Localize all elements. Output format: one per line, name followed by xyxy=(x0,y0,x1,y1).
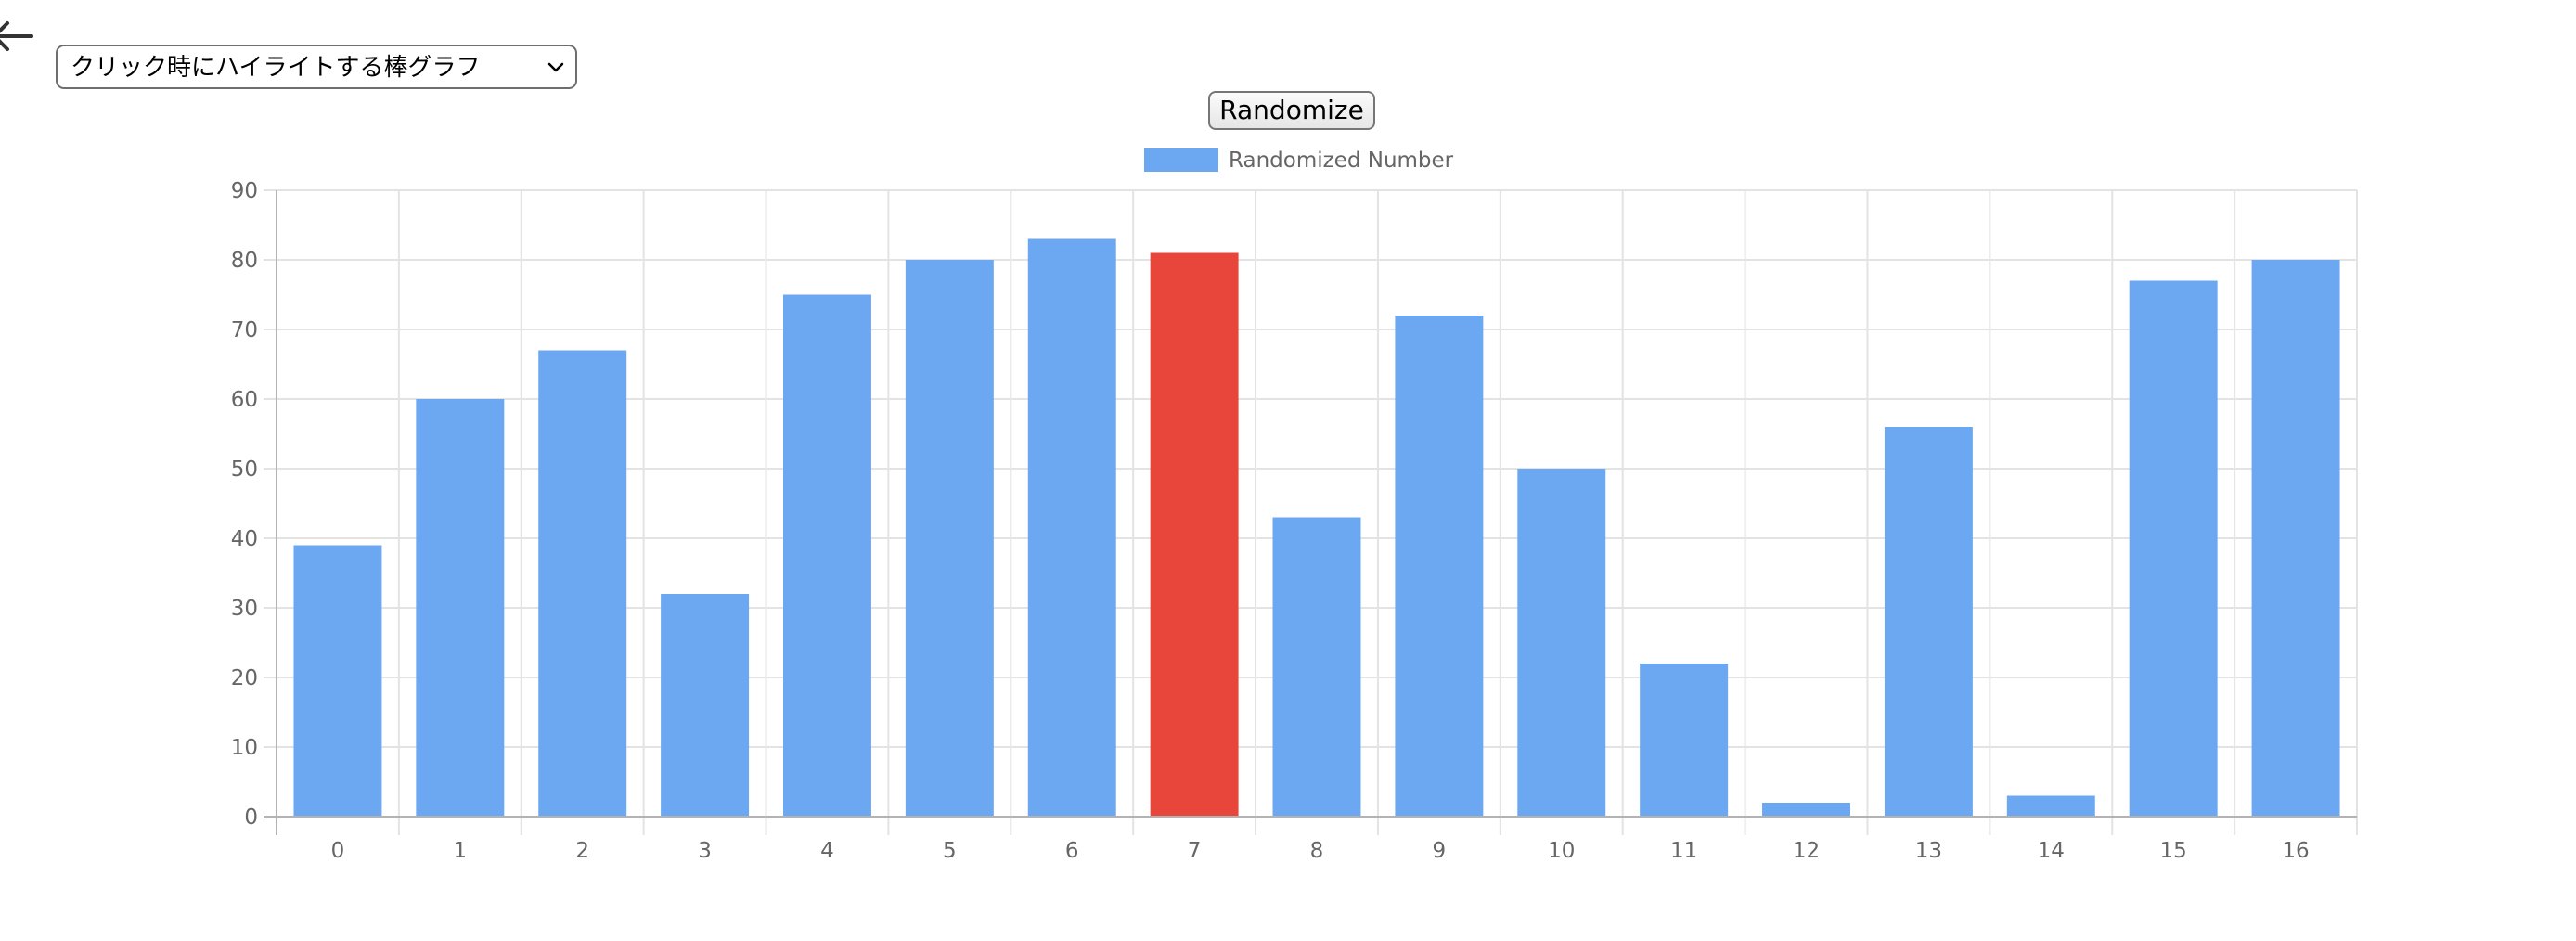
randomize-button[interactable]: Randomize xyxy=(1208,91,1375,130)
chart-type-select-value: クリック時にハイライトする棒グラフ xyxy=(71,54,481,82)
y-tick-label: 70 xyxy=(231,318,258,342)
y-tick-label: 90 xyxy=(231,179,258,203)
y-tick-label: 50 xyxy=(231,458,258,482)
x-tick-label: 4 xyxy=(820,839,834,863)
chevron-down-icon xyxy=(547,62,564,72)
legend-label: Randomized Number xyxy=(1229,148,1454,173)
chart-type-select[interactable]: クリック時にハイライトする棒グラフ xyxy=(56,45,577,89)
bar-16[interactable] xyxy=(2251,260,2340,817)
y-tick-label: 0 xyxy=(244,806,258,830)
bar-11[interactable] xyxy=(1640,664,1729,817)
x-tick-label: 11 xyxy=(1670,839,1697,863)
chart-legend: Randomized Number xyxy=(1144,148,1454,173)
x-tick-label: 13 xyxy=(1915,839,1942,863)
y-tick-label: 80 xyxy=(231,249,258,273)
bar-8[interactable] xyxy=(1272,517,1361,818)
x-tick-label: 14 xyxy=(2038,839,2065,863)
bar-1[interactable] xyxy=(416,399,505,817)
bar-4[interactable] xyxy=(782,294,871,818)
bar-14[interactable] xyxy=(2006,795,2095,818)
arrow-left-icon[interactable] xyxy=(0,13,33,59)
bar-3[interactable] xyxy=(661,594,750,817)
x-tick-label: 10 xyxy=(1548,839,1575,863)
bar-10[interactable] xyxy=(1517,469,1606,817)
x-tick-label: 2 xyxy=(575,839,589,863)
x-tick-label: 8 xyxy=(1310,839,1324,863)
chart-bars xyxy=(293,238,2340,818)
y-tick-label: 60 xyxy=(231,388,258,412)
y-tick-label: 10 xyxy=(231,736,258,760)
x-tick-label: 7 xyxy=(1188,839,1202,863)
x-tick-label: 6 xyxy=(1065,839,1079,863)
x-tick-label: 15 xyxy=(2160,839,2187,863)
x-tick-label: 0 xyxy=(331,839,345,863)
bar-0[interactable] xyxy=(293,545,382,818)
x-tick-label: 16 xyxy=(2282,839,2309,863)
bar-9[interactable] xyxy=(1395,316,1484,817)
x-tick-label: 5 xyxy=(943,839,957,863)
y-tick-label: 40 xyxy=(231,527,258,551)
y-tick-label: 30 xyxy=(231,597,258,621)
bar-2[interactable] xyxy=(538,350,627,818)
bar-7[interactable] xyxy=(1150,252,1239,818)
bar-15[interactable] xyxy=(2129,280,2218,818)
bar-5[interactable] xyxy=(905,260,994,817)
bar-12[interactable] xyxy=(1762,803,1851,817)
x-tick-label: 12 xyxy=(1793,839,1820,863)
y-tick-label: 20 xyxy=(231,666,258,690)
x-tick-label: 1 xyxy=(454,839,468,863)
x-tick-label: 9 xyxy=(1433,839,1447,863)
bar-13[interactable] xyxy=(1884,427,1973,817)
legend-swatch xyxy=(1144,148,1218,172)
bar-6[interactable] xyxy=(1027,238,1116,818)
x-tick-label: 3 xyxy=(698,839,712,863)
